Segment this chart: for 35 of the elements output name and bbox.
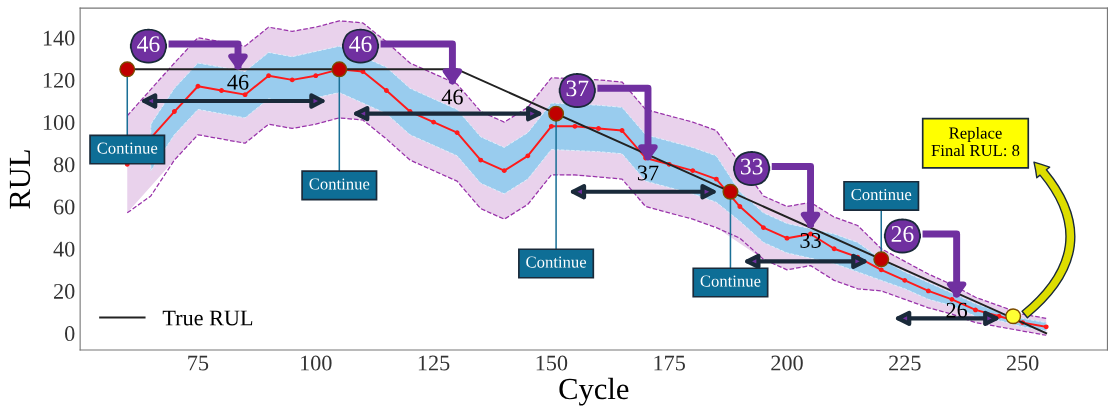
annotation: 26 bbox=[946, 302, 968, 318]
annotation: 46 bbox=[227, 74, 249, 90]
x-tick-label: 100 bbox=[301, 355, 332, 371]
x-tick-label: 75 bbox=[188, 355, 209, 371]
y-tick-label: 60 bbox=[54, 199, 75, 215]
y-axis-title: RUL bbox=[9, 150, 31, 209]
x-tick-label: 225 bbox=[889, 355, 921, 371]
annotation: 46 bbox=[137, 36, 160, 53]
x-tick-label: 150 bbox=[536, 355, 568, 371]
y-tick-label: 40 bbox=[53, 241, 75, 257]
y-tick-label: 140 bbox=[43, 30, 75, 46]
annotation: Continue bbox=[97, 142, 158, 154]
annotation: Replace Final RUL: 8 bbox=[931, 126, 1020, 157]
annotation: 26 bbox=[891, 226, 914, 242]
x-tick-label: 125 bbox=[418, 355, 450, 371]
annotation: 46 bbox=[441, 89, 463, 105]
y-tick-label: 20 bbox=[54, 283, 75, 299]
legend-label: True RUL bbox=[162, 310, 253, 326]
annotation: 37 bbox=[566, 80, 589, 97]
annotation: 46 bbox=[349, 36, 372, 53]
x-tick-label: 175 bbox=[654, 355, 685, 371]
y-tick-label: 120 bbox=[43, 72, 75, 88]
annotation: Continue bbox=[851, 188, 912, 201]
y-tick-label: 80 bbox=[53, 157, 75, 173]
annotation: Continue bbox=[700, 275, 761, 287]
annotation: Continue bbox=[309, 178, 370, 190]
x-tick-label: 250 bbox=[1006, 355, 1039, 371]
y-tick-label: 0 bbox=[65, 326, 75, 342]
annotation: 33 bbox=[740, 158, 763, 175]
x-tick-label: 200 bbox=[771, 355, 803, 371]
annotation: 37 bbox=[637, 165, 659, 181]
y-tick-label: 100 bbox=[43, 115, 75, 131]
x-axis-title: Cycle bbox=[559, 377, 629, 406]
annotation: 33 bbox=[800, 233, 821, 248]
annotation: Continue bbox=[526, 256, 587, 268]
